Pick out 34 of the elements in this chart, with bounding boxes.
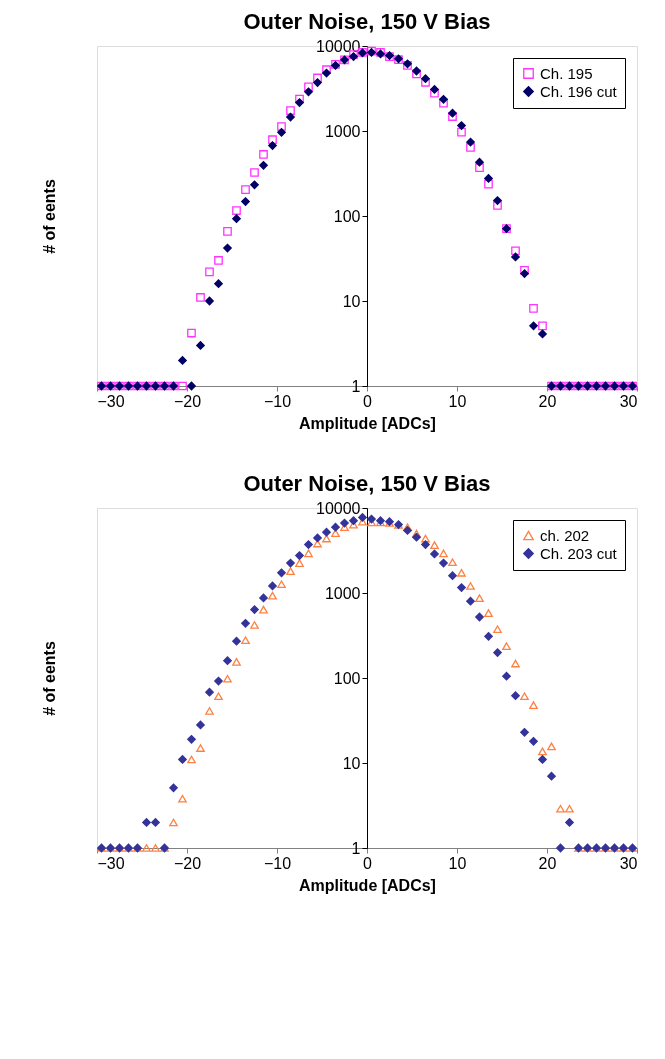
x-tick-label: −30 bbox=[97, 392, 125, 410]
y-tick-label: 10 bbox=[342, 754, 361, 772]
x-tick-label: 20 bbox=[538, 392, 557, 410]
y-tick-label: 1 bbox=[351, 377, 361, 395]
x-tick-label: 30 bbox=[619, 854, 638, 872]
x-tick-label: −10 bbox=[263, 854, 292, 872]
y-axis-title: # of eents bbox=[40, 641, 58, 716]
y-tick-label: 10000 bbox=[316, 499, 361, 517]
x-tick-label: 20 bbox=[538, 854, 557, 872]
x-tick-label: −30 bbox=[97, 854, 125, 872]
y-axis-title: # of eents bbox=[40, 179, 58, 254]
x-tick-label: −20 bbox=[173, 854, 202, 872]
y-tick-label: 1 bbox=[351, 839, 361, 857]
y-tick-label: 100 bbox=[333, 669, 361, 687]
chart-title: Outer Noise, 150 V Bias bbox=[243, 471, 491, 496]
y-tick-label: 10000 bbox=[316, 37, 361, 55]
chart-title: Outer Noise, 150 V Bias bbox=[243, 9, 491, 34]
x-axis-title: Amplitude [ADCs] bbox=[299, 414, 436, 432]
x-tick-label: 0 bbox=[363, 854, 373, 872]
legend-label: Ch. 196 cut bbox=[540, 82, 618, 100]
y-tick-label: 10 bbox=[342, 292, 361, 310]
legend-label: Ch. 195 bbox=[540, 64, 593, 82]
x-tick-label: −10 bbox=[263, 392, 292, 410]
x-tick-label: 0 bbox=[363, 392, 373, 410]
x-axis-title: Amplitude [ADCs] bbox=[299, 876, 436, 894]
x-tick-label: −20 bbox=[173, 392, 202, 410]
y-tick-label: 1000 bbox=[324, 122, 361, 140]
x-tick-label: 10 bbox=[448, 854, 467, 872]
x-tick-label: 10 bbox=[448, 392, 467, 410]
legend-label: Ch. 203 cut bbox=[540, 544, 618, 562]
y-tick-label: 100 bbox=[333, 207, 361, 225]
y-tick-label: 1000 bbox=[324, 584, 361, 602]
legend-label: ch. 202 bbox=[540, 526, 590, 544]
x-tick-label: 30 bbox=[619, 392, 638, 410]
